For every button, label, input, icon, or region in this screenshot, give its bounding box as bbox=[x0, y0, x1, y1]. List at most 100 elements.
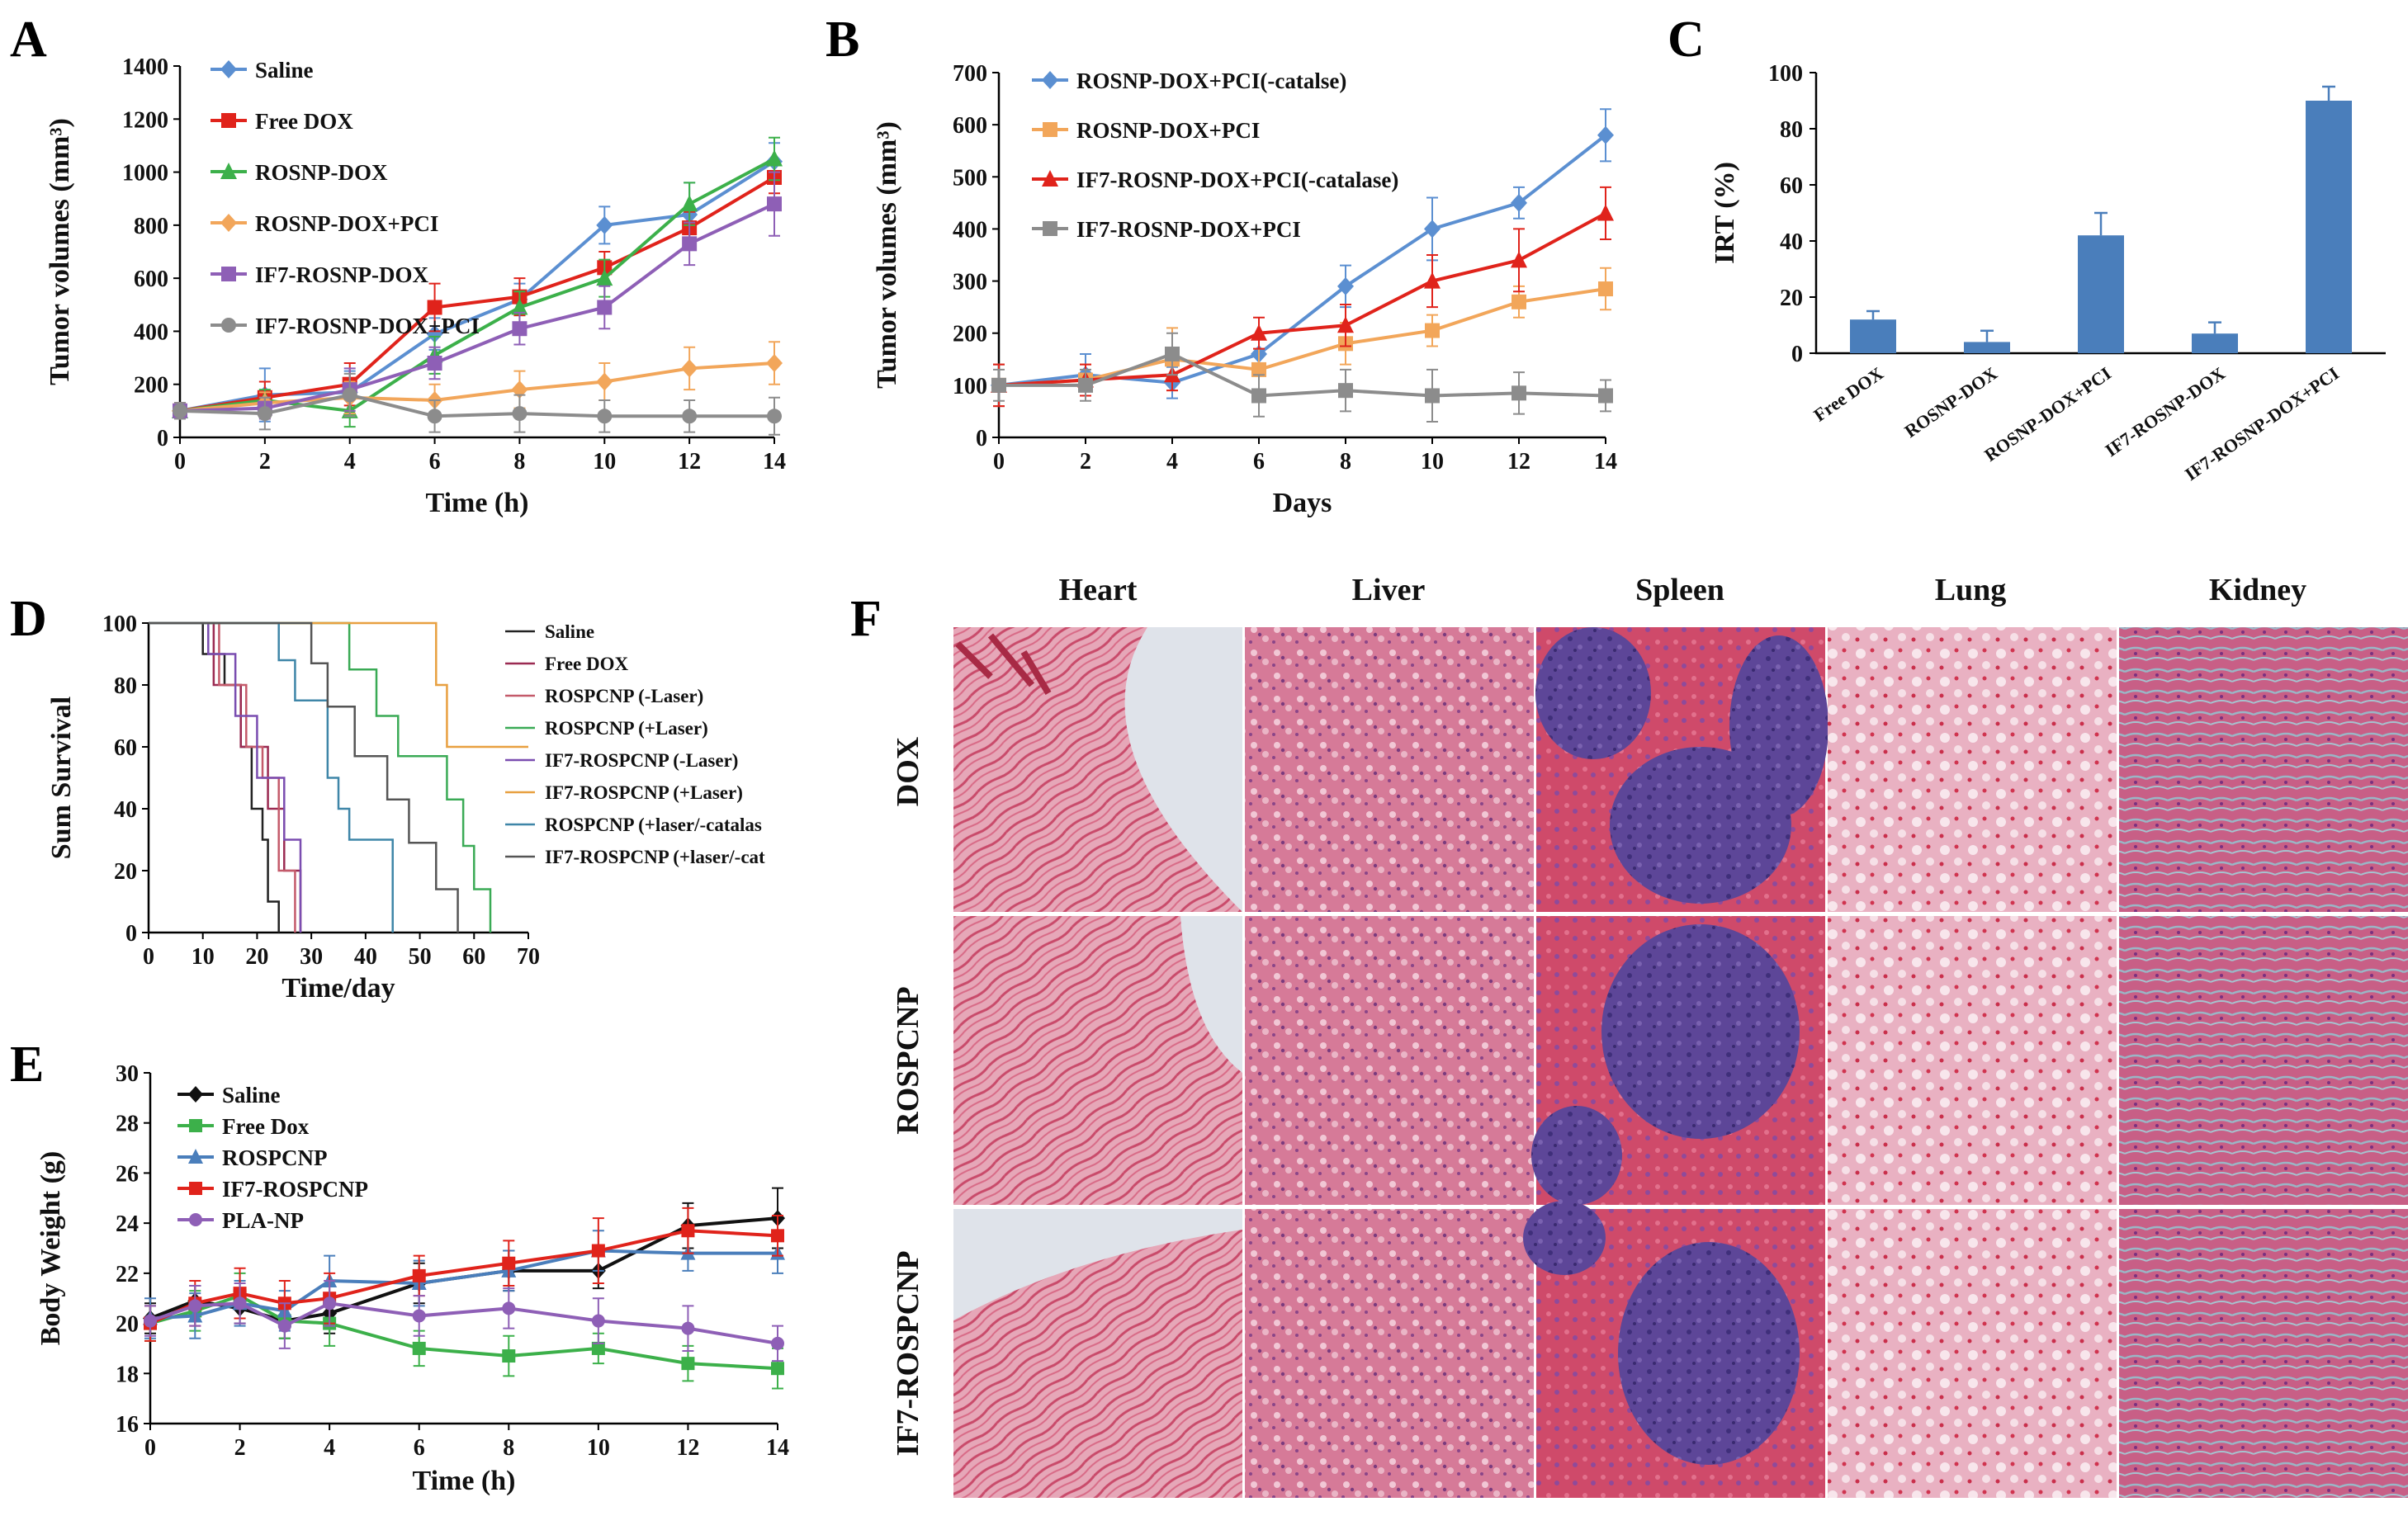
chart-d-y-axis-title: Sum Survival bbox=[46, 697, 77, 859]
tile-dox-liver bbox=[1245, 627, 1534, 912]
chart-d-legend-saline-label: Saline bbox=[545, 621, 594, 642]
chart-a-y-axis-title: Tumor volumes (mm³) bbox=[45, 118, 75, 385]
chart-e-pla-np-point bbox=[591, 1314, 605, 1328]
row-label-dox: DOX bbox=[891, 737, 925, 806]
chart-e-rospcnp-line bbox=[149, 1249, 778, 1320]
chart-b-legend-rosnp-dox-pci-label: ROSNP-DOX+PCI bbox=[1076, 118, 1260, 143]
chart-a-xtick-label: 6 bbox=[429, 449, 441, 475]
panel-letter-e: E bbox=[10, 1037, 44, 1093]
chart-e-legend-saline-label: Saline bbox=[222, 1083, 281, 1107]
tile-dox-spleen bbox=[1535, 627, 1828, 912]
chart-a-if7-rosnp-dox-point bbox=[682, 236, 698, 252]
chart-e-ytick-label: 16 bbox=[116, 1412, 139, 1438]
chart-a-if7-rosnp-dox-point bbox=[512, 321, 527, 337]
chart-b-if7-rosnp-dox-pci-point bbox=[1251, 388, 1266, 404]
chart-e-legend-rospcnp-label: ROSPCNP bbox=[222, 1145, 328, 1170]
tile-if7-rospcnp-spleen bbox=[1523, 1201, 1825, 1498]
chart-b-if7-rosnp-dox-pci-catalase-point bbox=[1251, 324, 1267, 341]
chart-e-xtick-label: 2 bbox=[234, 1435, 246, 1461]
tile-rospcnp-liver bbox=[1245, 916, 1534, 1205]
chart-a-legend-rosnp-dox-pci-label: ROSNP-DOX+PCI bbox=[255, 211, 438, 236]
chart-b-if7-rosnp-dox-pci-point bbox=[1425, 388, 1440, 404]
chart-a-xtick-label: 14 bbox=[763, 449, 786, 475]
chart-c-ytick-label: 60 bbox=[1780, 173, 1803, 199]
chart-b-ytick-label: 600 bbox=[953, 113, 987, 139]
chart-e-ytick-label: 24 bbox=[116, 1211, 139, 1237]
chart-c-rosnp-dox-pci-bar bbox=[2078, 235, 2124, 353]
chart-b-xtick-label: 4 bbox=[1166, 449, 1178, 475]
chart-e-y-axis-title: Body Weight (g) bbox=[35, 1151, 66, 1346]
chart-a-if7-rosnp-dox-pci-point bbox=[597, 409, 613, 424]
chart-a-rosnp-dox-point bbox=[596, 269, 613, 286]
chart-c-if7-rosnp-dox-pci-error-bar bbox=[2322, 85, 2335, 101]
chart-b-legend-if7-rosnp-dox-pci-label: IF7-ROSNP-DOX+PCI bbox=[1076, 217, 1301, 242]
chart-e-xtick-label: 8 bbox=[503, 1435, 514, 1461]
chart-a-legend-if7-rosnp-dox-marker bbox=[221, 267, 236, 281]
chart-a-legend-free-dox-marker bbox=[221, 113, 236, 128]
chart-d-legend-rospcnp-laser-label: ROSPCNP (+Laser) bbox=[545, 718, 708, 739]
chart-e-ytick-label: 22 bbox=[116, 1262, 139, 1287]
chart-d-ytick-label: 100 bbox=[102, 612, 137, 637]
tile-if7-rospcnp-kidney bbox=[2119, 1209, 2408, 1498]
tile-dox-lung bbox=[1828, 627, 2117, 912]
chart-e-x-axis-title: Time (h) bbox=[413, 1466, 516, 1496]
chart-a-legend-if7-rosnp-dox-label: IF7-ROSNP-DOX bbox=[255, 262, 428, 287]
chart-e-free-dox-point bbox=[681, 1357, 695, 1371]
chart-a-xtick-label: 2 bbox=[259, 449, 271, 475]
chart-a-xtick-label: 4 bbox=[344, 449, 356, 475]
chart-a-x-axis-title: Time (h) bbox=[426, 488, 529, 518]
chart-a-legend-saline-label: Saline bbox=[255, 58, 314, 83]
col-label-lung: Lung bbox=[1935, 573, 2007, 607]
chart-a-rosnp-dox-point bbox=[511, 298, 528, 315]
chart-b-xtick-label: 0 bbox=[993, 449, 1005, 475]
chart-a-if7-rosnp-dox-pci-point bbox=[512, 406, 527, 422]
chart-b-rosnp-dox-pci-catalse-point bbox=[1597, 125, 1614, 144]
col-label-kidney: Kidney bbox=[2209, 573, 2306, 607]
panel-letter-b: B bbox=[826, 12, 859, 68]
chart-b-x-axis-title: Days bbox=[1273, 488, 1332, 518]
tile-rospcnp-heart bbox=[953, 916, 1242, 1205]
chart-e-pla-np-point bbox=[681, 1321, 695, 1335]
chart-a-if7-rosnp-dox-pci-line bbox=[179, 393, 774, 418]
chart-d-ytick-label: 40 bbox=[114, 797, 137, 823]
chart-e-pla-np-point bbox=[144, 1314, 157, 1328]
chart-e-xtick-label: 10 bbox=[587, 1435, 610, 1461]
row-label-rospcnp: ROSPCNP bbox=[891, 986, 925, 1134]
chart-c-if7-rosnp-dox-bar bbox=[2192, 333, 2238, 353]
chart-a-ytick-label: 800 bbox=[134, 214, 168, 239]
row-label-if7-rospcnp: IF7-ROSPCNP bbox=[891, 1250, 925, 1456]
chart-e-free-dox-point bbox=[412, 1341, 426, 1355]
tile-rospcnp-spleen bbox=[1531, 916, 1825, 1205]
chart-e-if7-rospcnp-point bbox=[771, 1229, 784, 1243]
chart-e-ytick-label: 18 bbox=[116, 1362, 139, 1387]
chart-d-legend-rospcnp-laser-label: ROSPCNP (-Laser) bbox=[545, 686, 703, 706]
chart-c-rosnp-dox-error-bar bbox=[1980, 329, 1994, 342]
chart-d-if7-rospcnp-laser-catalase-curve bbox=[149, 621, 459, 933]
chart-c-rosnp-dox-bar bbox=[1964, 342, 2010, 353]
chart-a-if7-rosnp-dox-pci-point bbox=[257, 406, 272, 422]
chart-b-ytick-label: 100 bbox=[953, 374, 987, 399]
chart-e-legend-if7-rospcnp-marker bbox=[189, 1182, 202, 1195]
chart-a-free-dox-point bbox=[427, 300, 442, 315]
chart-a-ytick-label: 0 bbox=[157, 426, 168, 451]
chart-b-legend-if7-rosnp-dox-pci-catalase-label: IF7-ROSNP-DOX+PCI(-catalase) bbox=[1076, 168, 1398, 192]
chart-c-if7-rosnp-dox-pci-bar bbox=[2306, 101, 2352, 353]
chart-a-if7-rosnp-dox-line bbox=[179, 202, 775, 413]
chart-d-ytick-label: 0 bbox=[125, 921, 137, 947]
chart-d-xtick-label: 70 bbox=[517, 944, 540, 970]
chart-c-ytick-label: 40 bbox=[1780, 229, 1803, 255]
chart-a-ytick-label: 1400 bbox=[122, 54, 168, 80]
chart-a-rosnp-dox-point bbox=[681, 195, 698, 212]
chart-a-xtick-label: 10 bbox=[593, 449, 616, 475]
chart-b-legend-rosnp-dox-pci-marker bbox=[1043, 122, 1057, 137]
chart-d-xtick-label: 60 bbox=[462, 944, 485, 970]
chart-c-ytick-label: 0 bbox=[1791, 342, 1803, 367]
chart-e-xtick-label: 4 bbox=[324, 1435, 335, 1461]
chart-e-pla-np-point bbox=[188, 1299, 202, 1313]
chart-d-rospcnp-laser-curve bbox=[149, 621, 296, 933]
chart-c-ytick-label: 80 bbox=[1780, 117, 1803, 143]
chart-b-if7-rosnp-dox-pci-point bbox=[1598, 388, 1613, 404]
col-label-liver: Liver bbox=[1352, 573, 1426, 607]
chart-a-ytick-label: 600 bbox=[134, 267, 168, 292]
chart-d-if7-rospcnp-laser-curve bbox=[149, 621, 528, 749]
